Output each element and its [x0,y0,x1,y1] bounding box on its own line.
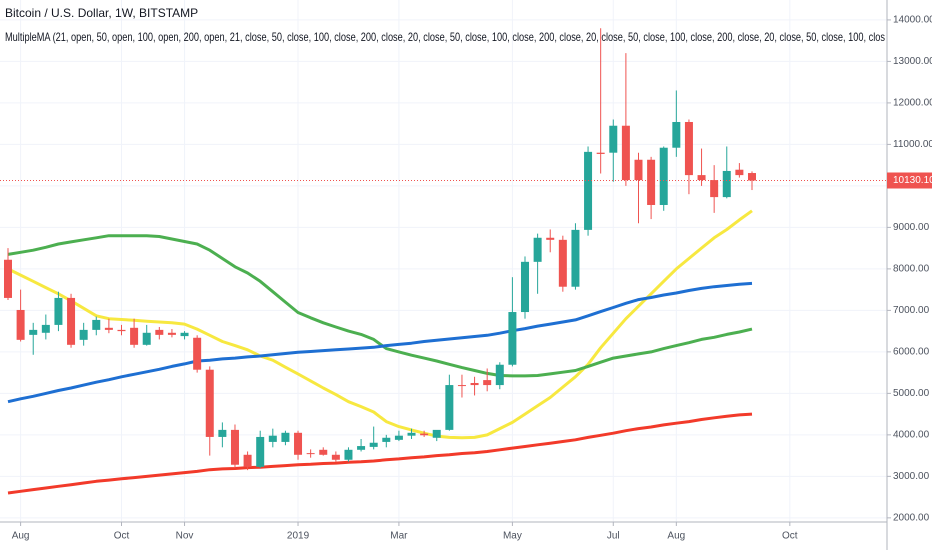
candle-body [281,432,290,442]
candle-body [710,180,719,198]
candle-body [230,429,239,465]
candle-body [54,297,63,325]
y-tick-label: 7000.00 [893,305,930,316]
candle-body [672,121,681,148]
moving-average-line [7,412,753,495]
candle-body [243,454,252,467]
candle-body [684,121,693,176]
candle-body [647,159,656,205]
candle-body [205,369,214,437]
candle-body [722,170,731,198]
candle-body [41,324,50,333]
candle-body [445,385,454,430]
candle-body [319,449,328,455]
candle-body [596,152,605,154]
candle-body [394,435,403,440]
plot-area [0,28,887,495]
candle-body [521,261,530,313]
x-tick-label: 2019 [287,531,310,542]
candle-body [29,329,38,335]
candle-body [357,446,366,450]
candle-body [533,237,542,262]
candle-body [558,239,567,287]
candle-body [193,337,202,370]
moving-average-line [7,234,753,378]
candle-body [155,329,164,335]
candle-body [382,437,391,442]
candle-body [470,382,479,386]
candle-body [407,432,416,436]
x-tick-label: Mar [390,531,408,542]
chart-title: Bitcoin / U.S. Dollar, 1W, BITSTAMP [5,6,198,20]
candle-body [420,433,429,436]
candle-body [747,173,756,181]
y-tick-label: 4000.00 [893,430,930,441]
candle-body [483,380,492,386]
candle-body [584,151,593,230]
x-tick-label: May [503,531,522,542]
candle-body [306,453,315,455]
candle-body [180,332,189,337]
y-tick-label: 12000.00 [893,98,932,109]
last-price-tag [887,172,932,189]
x-tick-label: Aug [667,531,685,542]
x-tick-label: Aug [12,531,30,542]
y-tick-label: 11000.00 [893,139,932,150]
candle-body [697,175,706,181]
y-tick-label: 9000.00 [893,222,930,233]
candle-body [130,327,139,345]
candle-body [621,125,630,181]
candle-body [79,329,88,340]
candle-body [609,125,618,153]
moving-average-line [7,209,753,440]
candle-body [634,159,643,181]
candle-body [659,147,668,205]
candle-body [16,309,25,340]
x-tick-label: Oct [114,531,130,542]
x-tick-label: Nov [176,531,194,542]
candle-body [571,229,580,287]
x-tick-label: Oct [782,531,798,542]
candle-body [142,332,151,345]
grid [0,0,887,522]
y-tick-label: 2000.00 [893,512,930,523]
candle-body [268,435,277,442]
candle-body [294,432,303,455]
candle-body [495,364,504,386]
candle-body [546,237,555,240]
y-tick-label: 13000.00 [893,56,932,67]
candle-body [167,332,176,335]
candle-body [432,429,441,438]
y-tick-label: 5000.00 [893,388,930,399]
candle-body [369,442,378,447]
legend-area: Bitcoin / U.S. Dollar, 1W, BITSTAMP Mult… [5,6,885,44]
y-tick-label: 14000.00 [893,15,932,26]
last-price-label: 10130.10 [893,175,932,186]
candle-body [331,454,340,460]
candle-body [4,259,12,298]
candle-body [104,327,113,330]
moving-average-line [7,281,753,404]
y-tick-label: 8000.00 [893,264,930,275]
candle-body [508,312,517,365]
candle-body [735,169,744,176]
candle-body [344,449,353,460]
y-tick-label: 6000.00 [893,347,930,358]
candle-body [457,385,466,387]
candle-body [117,329,126,332]
candle-body [67,297,76,345]
x-tick-label: Jul [607,531,620,542]
candle-body [256,436,265,467]
y-tick-label: 3000.00 [893,471,930,482]
candle-body [218,429,227,437]
indicator-label: MultipleMA (21, open, 50, open, 100, ope… [5,30,885,44]
candle-body [92,319,101,330]
